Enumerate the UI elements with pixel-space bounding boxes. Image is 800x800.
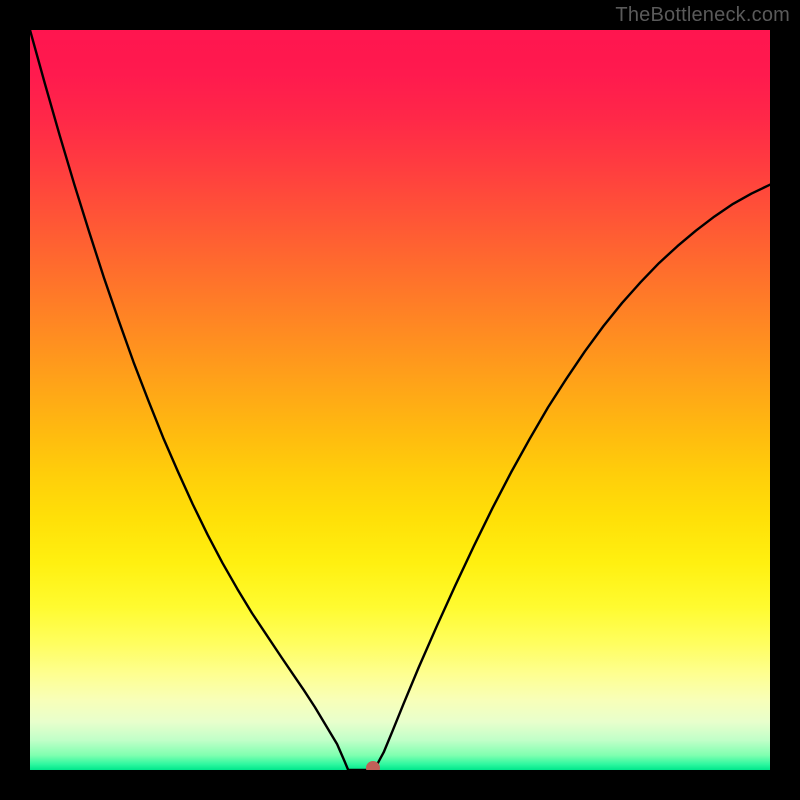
optimum-marker-dot [366, 761, 380, 770]
bottleneck-curve [30, 30, 770, 770]
plot-area [30, 30, 770, 770]
watermark-text: TheBottleneck.com [615, 4, 790, 27]
